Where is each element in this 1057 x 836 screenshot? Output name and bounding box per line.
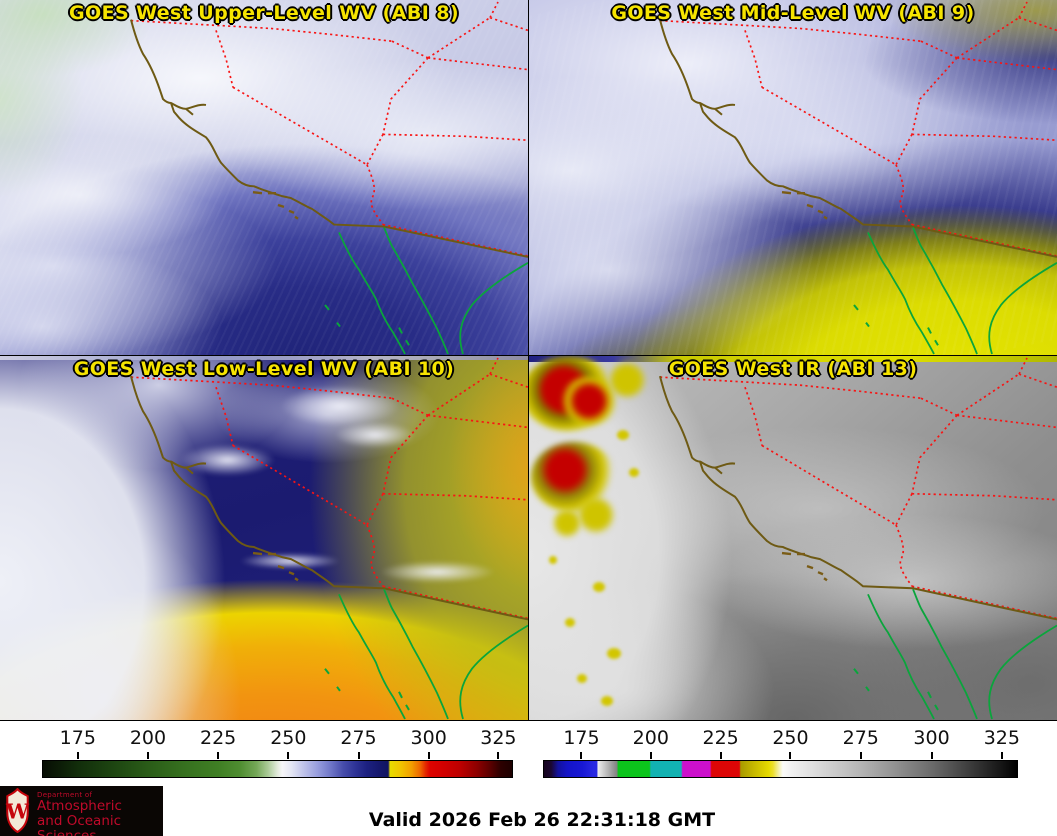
uw-crest-icon: W (5, 788, 30, 833)
tick-mark (357, 752, 360, 759)
panel-title: GOES West Upper-Level WV (ABI 8) (69, 2, 459, 24)
cold-cloud-blob (577, 494, 615, 536)
logo-name-line2: and Oceanic Sciences (37, 813, 122, 836)
colorbar-row: 175 200 225 250 275 300 325 175 200 225 … (0, 721, 1057, 786)
cold-speck (617, 430, 629, 440)
tick-mark (497, 752, 500, 759)
tick-label: 250 (772, 727, 809, 749)
cold-speck (565, 618, 575, 627)
tick-mark (146, 752, 149, 759)
colorbar-ir: 175 200 225 250 275 300 325 (543, 721, 1020, 786)
map-overlay (129, 0, 528, 355)
tick-label: 225 (702, 727, 739, 749)
tick-label: 325 (983, 727, 1020, 749)
cloud-patch (180, 444, 275, 476)
cloud-patch (380, 561, 495, 583)
cold-cloud-blob (553, 506, 581, 540)
tick-label: 175 (59, 727, 96, 749)
colorbar-wv: 175 200 225 250 275 300 325 (42, 721, 517, 786)
tick-label: 175 (563, 727, 600, 749)
panel-grid: GOES West Upper-Level WV (ABI 8) GOES We… (0, 0, 1057, 721)
logo-department-line: Department of (37, 791, 93, 799)
tick-mark (789, 752, 792, 759)
panel-low-level-wv: GOES West Low-Level WV (ABI 10) (0, 356, 528, 720)
cloud-patch (280, 386, 400, 426)
panel-title: GOES West Mid-Level WV (ABI 9) (611, 2, 975, 24)
logo-text: Department of Atmospheric and Oceanic Sc… (37, 791, 163, 836)
tick-label: 200 (632, 727, 669, 749)
panel-ir: GOES West IR (ABI 13) (529, 356, 1057, 720)
cloud-patch (335, 422, 415, 448)
map-overlay (129, 356, 528, 720)
cold-speck (593, 582, 605, 592)
cold-speck (577, 674, 587, 683)
cold-speck (549, 556, 557, 564)
tick-mark (930, 752, 933, 759)
tick-label: 275 (340, 727, 377, 749)
logo-name-line1: Atmospheric (37, 798, 122, 814)
uw-aos-logo: W Department of Atmospheric and Oceanic … (0, 786, 163, 836)
panel-title: GOES West IR (ABI 13) (668, 358, 918, 380)
tick-mark (859, 752, 862, 759)
tick-mark (427, 752, 430, 759)
panel-mid-level-wv: GOES West Mid-Level WV (ABI 9) (529, 0, 1057, 355)
tick-mark (287, 752, 290, 759)
tick-label: 225 (200, 727, 237, 749)
tick-mark (719, 752, 722, 759)
colorbar-gradient-ir (543, 760, 1018, 778)
uw-monogram: W (5, 800, 30, 824)
tick-label: 300 (913, 727, 950, 749)
tick-label: 325 (480, 727, 517, 749)
map-overlay (658, 0, 1057, 355)
panel-upper-level-wv: GOES West Upper-Level WV (ABI 8) (0, 0, 528, 355)
tick-mark (580, 752, 583, 759)
cloud-patch (240, 553, 340, 569)
tick-label: 250 (270, 727, 307, 749)
tick-mark (1000, 752, 1003, 759)
tick-mark (217, 752, 220, 759)
valid-timestamp: Valid 2026 Feb 26 22:31:18 GMT (368, 809, 716, 831)
panel-title: GOES West Low-Level WV (ABI 10) (73, 358, 455, 380)
tick-label: 275 (842, 727, 879, 749)
colorbar-gradient-wv (42, 760, 513, 778)
tick-mark (76, 752, 79, 759)
image-edge-artifact (529, 356, 1057, 362)
cold-cloud-blob (605, 362, 649, 398)
tick-label: 200 (129, 727, 167, 749)
cold-speck (601, 696, 613, 706)
tick-label: 300 (410, 727, 447, 749)
map-overlay (658, 356, 1057, 720)
cold-speck (607, 648, 621, 659)
image-edge-artifact (0, 356, 528, 360)
footer: W Department of Atmospheric and Oceanic … (0, 786, 1057, 836)
cold-speck (629, 468, 639, 477)
tick-mark (649, 752, 652, 759)
